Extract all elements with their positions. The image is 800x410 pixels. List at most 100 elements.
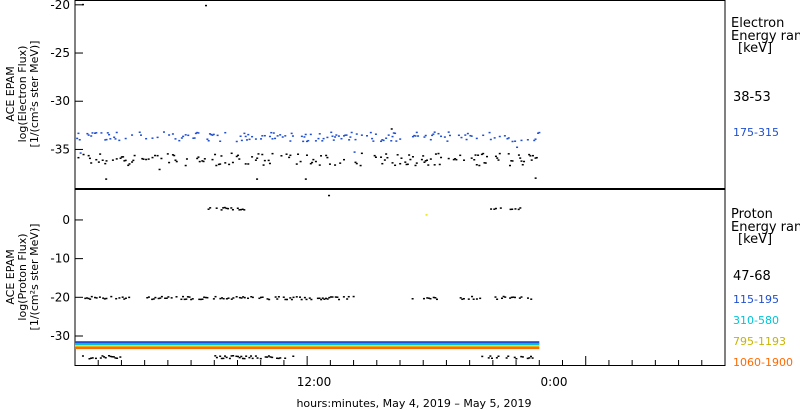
- data-point: [254, 355, 257, 357]
- data-point: [325, 297, 328, 300]
- data-point: [269, 356, 272, 358]
- data-point: [394, 132, 397, 135]
- data-point: [289, 154, 292, 157]
- data-point: [260, 296, 263, 299]
- data-point: [303, 296, 306, 299]
- data-point: [534, 177, 537, 179]
- data-point: [391, 162, 394, 164]
- data-point: [98, 296, 101, 298]
- data-point: [193, 137, 196, 139]
- data-point: [99, 357, 102, 359]
- data-point: [81, 355, 84, 357]
- proton-legend-1060-1900: 1060-1900: [733, 356, 793, 369]
- data-point: [220, 357, 223, 360]
- data-point: [520, 160, 523, 162]
- data-point: [284, 135, 287, 137]
- data-point: [422, 155, 425, 157]
- data-point: [219, 355, 222, 358]
- data-point: [404, 161, 407, 163]
- data-point: [183, 298, 186, 301]
- series-line: [75, 345, 540, 348]
- data-point: [251, 296, 254, 299]
- data-point: [236, 207, 239, 210]
- data-point: [360, 152, 363, 155]
- data-point: [219, 163, 222, 165]
- data-point: [203, 158, 206, 160]
- data-point: [434, 297, 437, 299]
- data-point: [415, 162, 418, 164]
- data-point: [385, 153, 388, 155]
- data-point: [326, 156, 329, 159]
- proton-y-axis-label: ACE EPAM log(Proton Flux) [1/(cm²s ster …: [4, 224, 41, 331]
- data-point: [483, 162, 486, 164]
- data-point: [373, 154, 376, 157]
- data-point: [290, 132, 293, 135]
- data-point: [110, 295, 113, 298]
- data-point: [105, 178, 108, 180]
- data-point: [406, 163, 409, 166]
- data-point: [355, 162, 358, 165]
- data-point: [250, 295, 253, 298]
- data-point: [469, 134, 472, 137]
- data-point: [215, 207, 218, 209]
- data-point: [314, 140, 317, 142]
- data-point: [496, 298, 499, 301]
- data-point: [371, 137, 374, 140]
- data-point: [116, 357, 119, 360]
- data-point: [347, 295, 350, 298]
- data-point: [122, 156, 125, 158]
- data-point: [210, 133, 213, 136]
- data-point: [497, 159, 500, 161]
- data-point: [112, 356, 115, 358]
- data-point: [124, 137, 127, 140]
- data-point: [411, 135, 414, 138]
- data-point: [459, 297, 462, 299]
- data-point: [533, 139, 536, 142]
- data-point: [331, 135, 334, 137]
- data-point: [280, 155, 283, 157]
- data-point: [104, 357, 107, 359]
- data-point: [455, 158, 458, 161]
- data-point: [461, 298, 464, 301]
- data-point: [157, 297, 160, 300]
- data-point: [141, 157, 144, 160]
- electron-y-ticks: -20 -25 -30 -35: [50, 0, 83, 156]
- data-point: [352, 295, 355, 298]
- data-point: [184, 134, 187, 136]
- proton-plot-frame: [74, 189, 726, 366]
- proton-legend-subtitle: Energy ran: [731, 220, 800, 235]
- data-point: [534, 157, 537, 159]
- data-point: [196, 131, 199, 134]
- data-point: [448, 134, 451, 137]
- data-point: [513, 356, 516, 359]
- data-point: [467, 298, 470, 300]
- data-point: [380, 140, 383, 143]
- data-point: [128, 296, 131, 299]
- data-point: [512, 296, 515, 298]
- data-point: [334, 296, 337, 298]
- data-point: [165, 297, 168, 299]
- data-point: [494, 207, 497, 210]
- data-point: [465, 138, 468, 141]
- electron-legend: Electron Energy ran [keV] 38-53 175-315: [731, 16, 800, 139]
- data-point: [245, 139, 248, 141]
- data-point: [464, 134, 467, 136]
- data-point: [219, 140, 222, 143]
- proton-legend-310-580: 310-580: [733, 314, 779, 327]
- electron-y-label-line-2: log(Electron Flux): [16, 46, 29, 143]
- data-point: [432, 296, 435, 299]
- data-point: [426, 297, 429, 299]
- proton-legend-115-195: 115-195: [733, 293, 779, 306]
- data-point: [415, 131, 418, 134]
- data-point: [526, 297, 529, 299]
- data-point: [400, 157, 403, 159]
- proton-legend-795-1193: 795-1193: [733, 335, 786, 348]
- data-point: [182, 295, 185, 298]
- data-point: [173, 154, 176, 157]
- data-point: [152, 298, 155, 300]
- x-axis-label: hours:minutes, May 4, 2019 – May 5, 2019: [296, 397, 531, 410]
- data-point: [381, 139, 384, 141]
- proton-y-label-line-3: [1/(cm²s ster MeV)]: [28, 224, 41, 331]
- data-point: [295, 163, 298, 165]
- data-point: [224, 162, 227, 164]
